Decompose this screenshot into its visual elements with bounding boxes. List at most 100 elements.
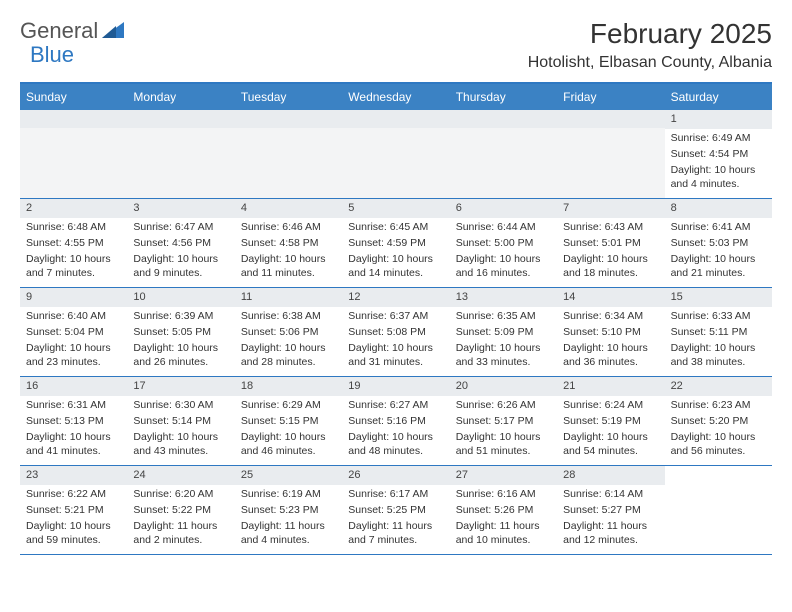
sunrise-text: Sunrise: 6:16 AM (456, 485, 551, 501)
title-block: February 2025 Hotolisht, Elbasan County,… (528, 18, 772, 72)
day-details: Sunrise: 6:48 AMSunset: 4:55 PMDaylight:… (20, 218, 127, 285)
day-details: Sunrise: 6:29 AMSunset: 5:15 PMDaylight:… (235, 396, 342, 463)
daylight-text: Daylight: 10 hours and 7 minutes. (26, 250, 121, 280)
sunset-text: Sunset: 4:56 PM (133, 234, 228, 250)
calendar-cell: 7Sunrise: 6:43 AMSunset: 5:01 PMDaylight… (557, 199, 664, 287)
sunrise-text: Sunrise: 6:44 AM (456, 218, 551, 234)
day-number-empty (20, 110, 127, 128)
daylight-text: Daylight: 10 hours and 18 minutes. (563, 250, 658, 280)
weekday-header: Thursday (450, 84, 557, 110)
sunset-text: Sunset: 5:04 PM (26, 323, 121, 339)
calendar-cell: 12Sunrise: 6:37 AMSunset: 5:08 PMDayligh… (342, 288, 449, 376)
sunset-text: Sunset: 5:11 PM (671, 323, 766, 339)
day-number: 22 (665, 377, 772, 396)
sunrise-text: Sunrise: 6:26 AM (456, 396, 551, 412)
calendar-cell-empty (557, 110, 664, 198)
sunrise-text: Sunrise: 6:29 AM (241, 396, 336, 412)
day-details: Sunrise: 6:22 AMSunset: 5:21 PMDaylight:… (20, 485, 127, 552)
calendar-cell: 25Sunrise: 6:19 AMSunset: 5:23 PMDayligh… (235, 466, 342, 554)
day-number: 18 (235, 377, 342, 396)
sunset-text: Sunset: 5:08 PM (348, 323, 443, 339)
sunrise-text: Sunrise: 6:23 AM (671, 396, 766, 412)
calendar-cell: 19Sunrise: 6:27 AMSunset: 5:16 PMDayligh… (342, 377, 449, 465)
sunset-text: Sunset: 5:15 PM (241, 412, 336, 428)
day-number: 20 (450, 377, 557, 396)
day-number: 5 (342, 199, 449, 218)
sunset-text: Sunset: 5:19 PM (563, 412, 658, 428)
calendar-cell: 21Sunrise: 6:24 AMSunset: 5:19 PMDayligh… (557, 377, 664, 465)
day-details: Sunrise: 6:34 AMSunset: 5:10 PMDaylight:… (557, 307, 664, 374)
calendar-cell: 17Sunrise: 6:30 AMSunset: 5:14 PMDayligh… (127, 377, 234, 465)
calendar-cell-empty (342, 110, 449, 198)
calendar-header-row: SundayMondayTuesdayWednesdayThursdayFrid… (20, 84, 772, 110)
header: General February 2025 Hotolisht, Elbasan… (20, 18, 772, 72)
sunset-text: Sunset: 4:54 PM (671, 145, 766, 161)
day-details: Sunrise: 6:41 AMSunset: 5:03 PMDaylight:… (665, 218, 772, 285)
calendar-row: 1Sunrise: 6:49 AMSunset: 4:54 PMDaylight… (20, 110, 772, 199)
sunrise-text: Sunrise: 6:38 AM (241, 307, 336, 323)
day-details: Sunrise: 6:30 AMSunset: 5:14 PMDaylight:… (127, 396, 234, 463)
sunset-text: Sunset: 5:05 PM (133, 323, 228, 339)
sunset-text: Sunset: 5:03 PM (671, 234, 766, 250)
daylight-text: Daylight: 10 hours and 38 minutes. (671, 339, 766, 369)
day-details: Sunrise: 6:47 AMSunset: 4:56 PMDaylight:… (127, 218, 234, 285)
calendar-cell-empty (450, 110, 557, 198)
logo-triangle-icon (102, 18, 124, 44)
day-details: Sunrise: 6:17 AMSunset: 5:25 PMDaylight:… (342, 485, 449, 552)
calendar-cell: 10Sunrise: 6:39 AMSunset: 5:05 PMDayligh… (127, 288, 234, 376)
day-number: 17 (127, 377, 234, 396)
sunrise-text: Sunrise: 6:47 AM (133, 218, 228, 234)
calendar-cell-empty (127, 110, 234, 198)
day-number: 3 (127, 199, 234, 218)
sunrise-text: Sunrise: 6:43 AM (563, 218, 658, 234)
calendar-cell: 8Sunrise: 6:41 AMSunset: 5:03 PMDaylight… (665, 199, 772, 287)
calendar-cell: 13Sunrise: 6:35 AMSunset: 5:09 PMDayligh… (450, 288, 557, 376)
calendar-cell: 15Sunrise: 6:33 AMSunset: 5:11 PMDayligh… (665, 288, 772, 376)
calendar-row: 23Sunrise: 6:22 AMSunset: 5:21 PMDayligh… (20, 466, 772, 555)
sunrise-text: Sunrise: 6:31 AM (26, 396, 121, 412)
day-details: Sunrise: 6:38 AMSunset: 5:06 PMDaylight:… (235, 307, 342, 374)
sunrise-text: Sunrise: 6:35 AM (456, 307, 551, 323)
day-number: 28 (557, 466, 664, 485)
weekday-header: Sunday (20, 84, 127, 110)
sunset-text: Sunset: 5:13 PM (26, 412, 121, 428)
sunset-text: Sunset: 5:26 PM (456, 501, 551, 517)
sunrise-text: Sunrise: 6:49 AM (671, 129, 766, 145)
sunset-text: Sunset: 5:25 PM (348, 501, 443, 517)
calendar-cell: 16Sunrise: 6:31 AMSunset: 5:13 PMDayligh… (20, 377, 127, 465)
sunrise-text: Sunrise: 6:46 AM (241, 218, 336, 234)
day-number: 7 (557, 199, 664, 218)
logo-text-general: General (20, 18, 98, 44)
calendar-cell-empty (235, 110, 342, 198)
weekday-header: Tuesday (235, 84, 342, 110)
daylight-text: Daylight: 10 hours and 4 minutes. (671, 161, 766, 191)
day-number: 11 (235, 288, 342, 307)
daylight-text: Daylight: 10 hours and 14 minutes. (348, 250, 443, 280)
sunrise-text: Sunrise: 6:30 AM (133, 396, 228, 412)
sunset-text: Sunset: 5:09 PM (456, 323, 551, 339)
sunrise-text: Sunrise: 6:14 AM (563, 485, 658, 501)
daylight-text: Daylight: 11 hours and 2 minutes. (133, 517, 228, 547)
daylight-text: Daylight: 11 hours and 12 minutes. (563, 517, 658, 547)
day-details: Sunrise: 6:16 AMSunset: 5:26 PMDaylight:… (450, 485, 557, 552)
calendar: SundayMondayTuesdayWednesdayThursdayFrid… (20, 82, 772, 555)
calendar-page: General February 2025 Hotolisht, Elbasan… (0, 0, 792, 573)
sunrise-text: Sunrise: 6:48 AM (26, 218, 121, 234)
sunset-text: Sunset: 5:14 PM (133, 412, 228, 428)
calendar-cell: 27Sunrise: 6:16 AMSunset: 5:26 PMDayligh… (450, 466, 557, 554)
day-number-empty (557, 110, 664, 128)
sunset-text: Sunset: 5:23 PM (241, 501, 336, 517)
logo-text-blue-wrap: Blue (30, 42, 74, 68)
daylight-text: Daylight: 10 hours and 9 minutes. (133, 250, 228, 280)
daylight-text: Daylight: 10 hours and 56 minutes. (671, 428, 766, 458)
sunset-text: Sunset: 5:27 PM (563, 501, 658, 517)
calendar-cell: 28Sunrise: 6:14 AMSunset: 5:27 PMDayligh… (557, 466, 664, 554)
calendar-cell: 14Sunrise: 6:34 AMSunset: 5:10 PMDayligh… (557, 288, 664, 376)
calendar-row: 2Sunrise: 6:48 AMSunset: 4:55 PMDaylight… (20, 199, 772, 288)
sunrise-text: Sunrise: 6:41 AM (671, 218, 766, 234)
daylight-text: Daylight: 10 hours and 11 minutes. (241, 250, 336, 280)
weekday-header: Friday (557, 84, 664, 110)
sunrise-text: Sunrise: 6:45 AM (348, 218, 443, 234)
day-number: 27 (450, 466, 557, 485)
location-subtitle: Hotolisht, Elbasan County, Albania (528, 54, 772, 72)
